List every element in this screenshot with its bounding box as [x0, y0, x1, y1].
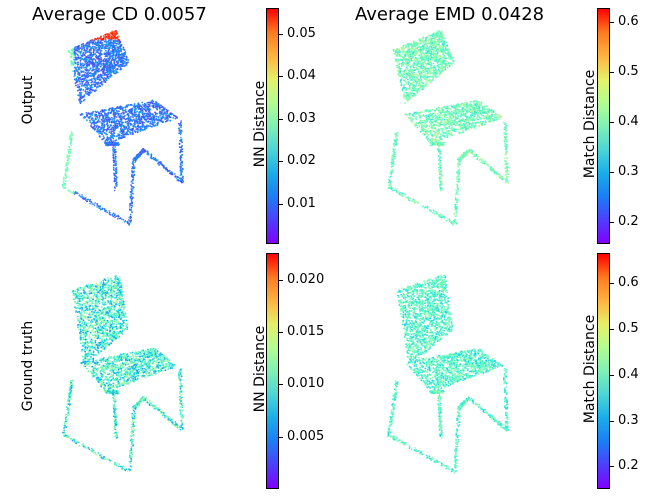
cd-title: Average CD 0.0057	[32, 4, 207, 25]
tick-label: 0.4	[618, 367, 639, 382]
tick-label: 0.5	[618, 64, 639, 79]
colorbar-ticks-match-output: 0.6 0.5 0.4 0.3 0.2	[610, 8, 660, 244]
tick-label: 0.05	[287, 26, 316, 41]
tick-label: 0.4	[618, 114, 639, 129]
tick-label: 0.2	[618, 458, 639, 473]
tick-label: 0.3	[618, 413, 639, 428]
tick-label: 0.04	[287, 68, 316, 83]
colorbar-label-nn-groundtruth: NN Distance	[252, 325, 268, 413]
tick-label: 0.020	[287, 272, 325, 287]
colorbar-label-nn-output: NN Distance	[252, 80, 268, 168]
emd-title: Average EMD 0.0428	[355, 4, 545, 25]
tick-label: 0.010	[287, 376, 325, 391]
output-emd-pointcloud	[387, 30, 509, 226]
tick-label: 0.03	[287, 111, 316, 126]
groundtruth-cd-pointcloud	[62, 275, 184, 472]
colorbar-nn-distance-output	[266, 8, 279, 244]
groundtruth-emd-pointcloud	[387, 274, 510, 474]
tick-label: 0.3	[618, 164, 639, 179]
colorbar-match-distance-output	[597, 8, 610, 244]
tick-label: 0.6	[618, 275, 639, 290]
output-cd-pointcloud	[62, 29, 184, 226]
tick-label: 0.01	[287, 196, 316, 211]
tick-label: 0.5	[618, 321, 639, 336]
tick-label: 0.015	[287, 324, 325, 339]
tick-label: 0.005	[287, 429, 325, 444]
colorbar-label-match-groundtruth: Match Distance	[582, 314, 598, 424]
colorbar-ticks-nn-output: 0.05 0.04 0.03 0.02 0.01	[279, 8, 339, 244]
tick-label: 0.6	[618, 14, 639, 29]
row-label-output: Output	[20, 75, 36, 125]
row-label-ground-truth: Ground truth	[20, 320, 36, 412]
colorbar-nn-distance-groundtruth	[266, 253, 279, 489]
colorbar-ticks-match-groundtruth: 0.6 0.5 0.4 0.3 0.2	[610, 253, 660, 489]
colorbar-ticks-nn-groundtruth: 0.020 0.015 0.010 0.005	[279, 253, 339, 489]
colorbar-match-distance-groundtruth	[597, 253, 610, 489]
tick-label: 0.02	[287, 153, 316, 168]
tick-label: 0.2	[618, 214, 639, 229]
colorbar-label-match-output: Match Distance	[582, 69, 598, 179]
